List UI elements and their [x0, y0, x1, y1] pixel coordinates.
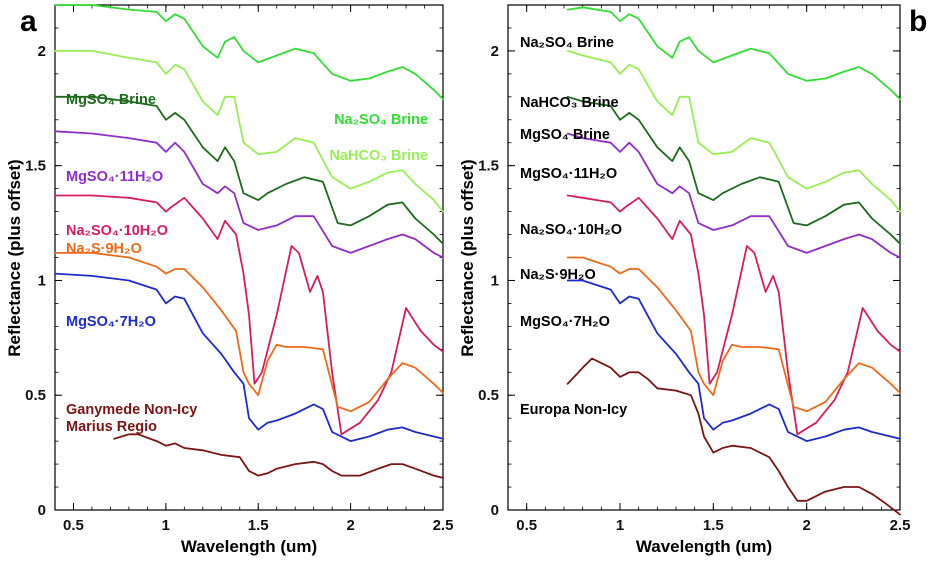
series-line-1 [566, 50, 901, 213]
series-line-5 [566, 256, 901, 413]
series-label-7: Europa Non-Icy [520, 402, 627, 418]
series-label-3: MgSO₄·11H₂O [66, 169, 163, 185]
series-label-2: MgSO₄ Brine [520, 127, 610, 143]
y-tick-label: 0.5 [478, 387, 499, 404]
series-label-6: MgSO₄·7H₂O [520, 314, 610, 330]
series-label-1: NaHCO₃ Brine [520, 95, 619, 111]
series-line-4 [566, 194, 901, 436]
x-tick-label: 2 [346, 517, 354, 534]
x-axis-title: Wavelength (um) [636, 537, 772, 556]
series-line-0 [566, 6, 901, 100]
y-tick-label: 0 [38, 502, 46, 519]
panel-letter: a [20, 5, 37, 38]
y-tick-label: 1 [491, 272, 499, 289]
y-axis-title: Reflectance (plus offset) [5, 159, 24, 356]
series-line-7 [113, 433, 444, 479]
series-label-5: Na₂S·9H₂O [520, 267, 596, 283]
series-label-2: MgSO₄ Brine [66, 92, 156, 108]
x-tick-label: 0.5 [63, 517, 84, 534]
panel-letter: b [909, 5, 927, 38]
x-tick-label: 1.5 [248, 517, 269, 534]
panel-b: 0.5 1 1.5 2 2.5 0 0.5 1 1.5 2 Wavelength (um) Refle… [458, 4, 927, 556]
series-line-6 [54, 272, 444, 443]
series-line-6 [566, 279, 901, 443]
x-tick-label: 2.5 [890, 517, 911, 534]
series-line-1 [54, 50, 444, 213]
y-tick-label: 0 [491, 502, 499, 519]
x-tick-label: 1 [162, 517, 170, 534]
series-label-0: Na₂SO₄ Brine [520, 35, 614, 51]
series-label-5: Na₂S·9H₂O [66, 241, 142, 257]
series-label-0: Na₂SO₄ Brine [334, 112, 428, 128]
series-line-0 [54, 4, 444, 100]
x-tick-label: 1.5 [703, 517, 724, 534]
series-line-2 [54, 95, 444, 245]
panel-a: 0.5 1 1.5 2 2.5 0 0.5 1 1.5 2 Wavelength (um) Refle… [5, 4, 454, 556]
series-label-3: MgSO₄·11H₂O [520, 166, 617, 182]
y-tick-label: 1.5 [25, 158, 46, 175]
y-tick-label: 1 [38, 272, 46, 289]
series-label-6: MgSO₄·7H₂O [66, 314, 156, 330]
x-tick-label: 2.5 [433, 517, 454, 534]
series-label-7-line-0: Ganymede Non-Icy [66, 402, 197, 418]
series-line-2 [566, 95, 901, 245]
x-tick-label: 1 [616, 517, 624, 534]
series-label-4: Na₂SO₄·10H₂O [520, 222, 622, 238]
series-label-4: Na₂SO₄·10H₂O [66, 223, 168, 239]
x-tick-label: 0.5 [516, 517, 537, 534]
series-line-5 [54, 251, 444, 413]
x-tick-label: 2 [802, 517, 810, 534]
series-line-4 [54, 194, 444, 436]
y-tick-label: 2 [38, 43, 46, 60]
y-axis-title: Reflectance (plus offset) [458, 159, 477, 356]
series-line-3 [566, 132, 901, 259]
series-line-3 [54, 130, 444, 259]
series-line-7 [566, 357, 901, 516]
y-tick-label: 1.5 [478, 158, 499, 175]
y-tick-label: 2 [491, 43, 499, 60]
series-label-7-line-1: Marius Regio [66, 419, 157, 435]
x-axis-title: Wavelength (um) [181, 537, 317, 556]
y-tick-label: 0.5 [25, 387, 46, 404]
series-label-1: NaHCO₃ Brine [329, 148, 428, 164]
